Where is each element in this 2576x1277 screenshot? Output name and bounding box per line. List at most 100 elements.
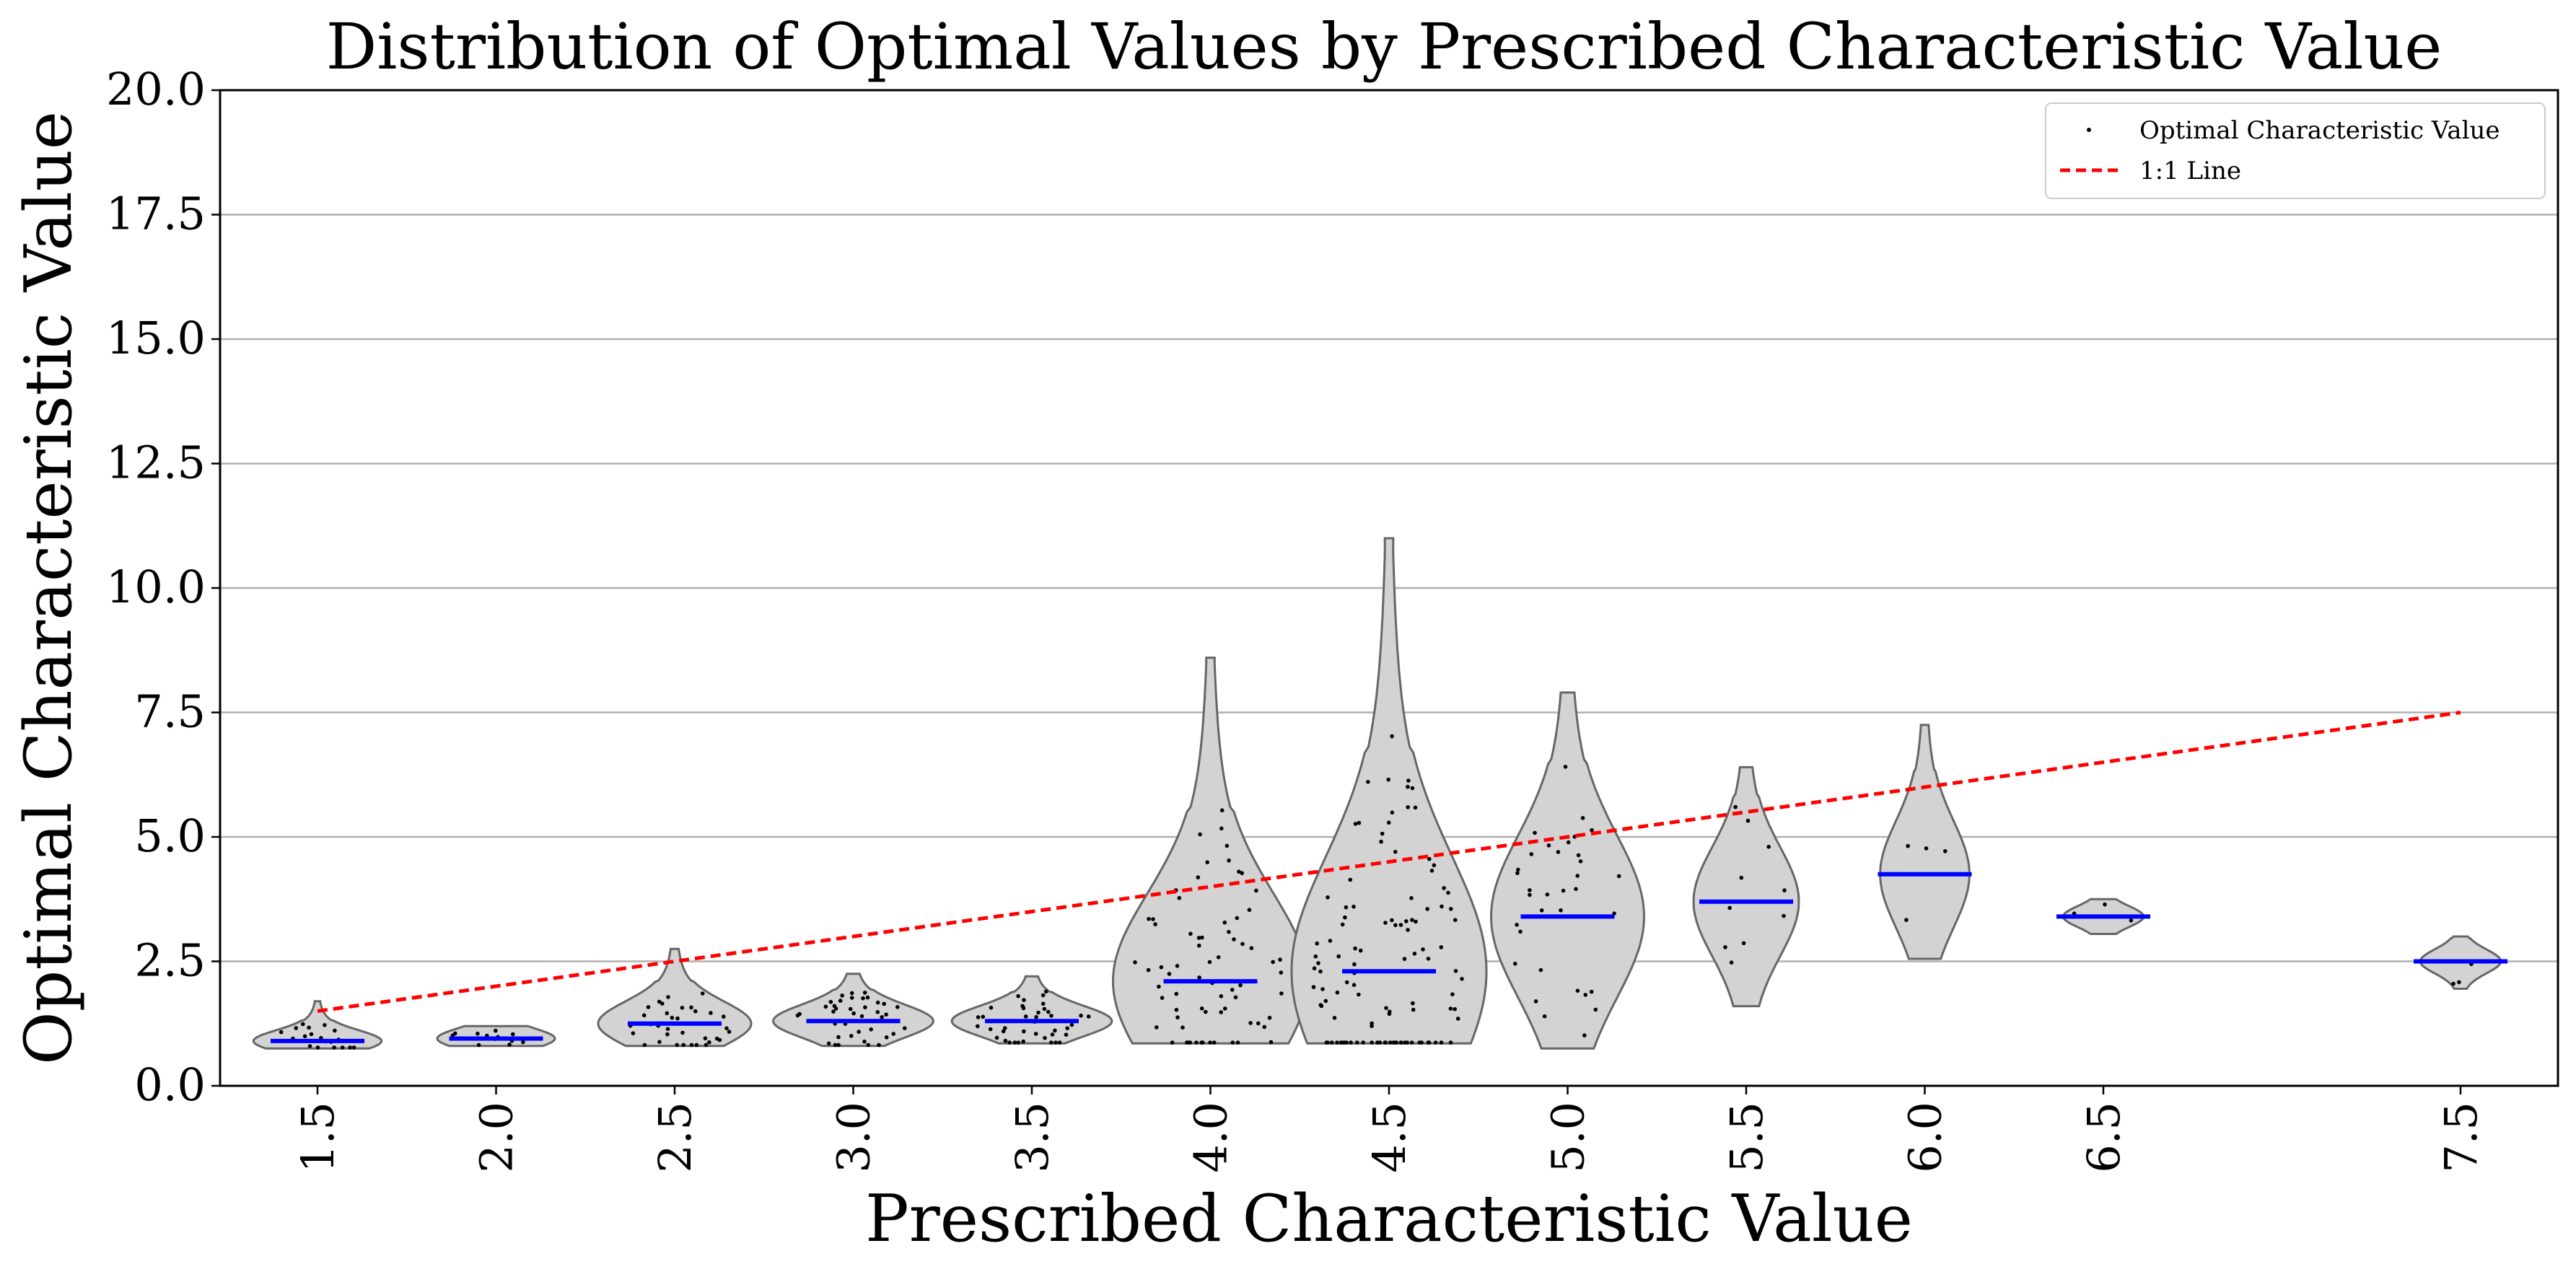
data-point bbox=[1410, 918, 1414, 922]
data-point bbox=[1333, 1016, 1337, 1020]
data-point bbox=[1782, 914, 1786, 918]
data-point bbox=[2457, 980, 2461, 985]
data-point bbox=[1013, 1040, 1017, 1045]
data-point bbox=[665, 1011, 670, 1016]
legend: Optimal Characteristic Value 1:1 Line bbox=[2046, 103, 2545, 198]
data-point bbox=[1453, 918, 1458, 922]
y-tick-label: 12.5 bbox=[106, 436, 206, 489]
data-point bbox=[1559, 908, 1563, 913]
data-point bbox=[1575, 874, 1580, 878]
data-point bbox=[701, 991, 705, 996]
data-point bbox=[1248, 908, 1252, 912]
data-point bbox=[1515, 923, 1519, 927]
data-point bbox=[995, 1036, 999, 1040]
data-point bbox=[1904, 918, 1909, 922]
data-point bbox=[840, 993, 844, 998]
data-point bbox=[1024, 1014, 1028, 1019]
data-point bbox=[1087, 1014, 1091, 1019]
data-point bbox=[1319, 1003, 1323, 1007]
data-point bbox=[1740, 876, 1744, 880]
data-point bbox=[1263, 1025, 1267, 1030]
data-point bbox=[682, 1043, 686, 1048]
data-point bbox=[1007, 1040, 1012, 1045]
data-point bbox=[1167, 972, 1172, 976]
data-point bbox=[1016, 994, 1020, 999]
violin-4.0 bbox=[1113, 658, 1308, 1044]
data-point bbox=[1064, 1032, 1069, 1037]
data-point bbox=[1070, 1023, 1074, 1027]
data-point bbox=[1336, 991, 1340, 995]
data-point bbox=[1231, 1040, 1235, 1045]
y-tick-label: 10.0 bbox=[106, 561, 206, 613]
data-point bbox=[1238, 983, 1243, 988]
data-point bbox=[1256, 1022, 1261, 1026]
data-point bbox=[1212, 1040, 1217, 1045]
x-tick-label: 2.0 bbox=[470, 1102, 523, 1173]
data-point bbox=[521, 1040, 525, 1045]
data-point bbox=[1051, 1032, 1055, 1037]
data-point bbox=[1227, 930, 1231, 934]
data-point bbox=[1041, 993, 1046, 998]
data-point bbox=[1175, 1015, 1180, 1019]
data-point bbox=[850, 996, 854, 1000]
x-tick-label: 6.5 bbox=[2077, 1102, 2130, 1173]
data-point bbox=[1185, 1040, 1189, 1045]
data-point bbox=[1220, 808, 1225, 812]
data-point bbox=[1421, 947, 1425, 952]
data-point bbox=[693, 1009, 698, 1014]
data-point bbox=[707, 1040, 711, 1045]
data-point bbox=[1315, 942, 1319, 946]
data-point bbox=[1344, 905, 1349, 910]
data-point bbox=[301, 1022, 305, 1027]
data-point bbox=[989, 1027, 993, 1032]
data-point bbox=[849, 1034, 854, 1038]
data-point bbox=[976, 1024, 980, 1029]
data-point bbox=[1197, 936, 1201, 940]
data-point bbox=[631, 1031, 636, 1035]
data-point bbox=[1053, 1029, 1057, 1033]
data-point bbox=[323, 1023, 327, 1027]
data-point bbox=[1180, 1025, 1185, 1030]
data-point bbox=[689, 1006, 693, 1010]
data-point bbox=[1200, 1006, 1204, 1011]
data-point bbox=[670, 1016, 675, 1020]
data-point bbox=[1160, 965, 1164, 970]
data-point bbox=[1546, 892, 1550, 897]
data-point bbox=[1343, 916, 1347, 920]
data-point bbox=[1175, 964, 1180, 968]
data-point bbox=[863, 1005, 867, 1009]
data-point bbox=[1539, 968, 1543, 973]
data-point bbox=[1046, 1010, 1051, 1014]
data-point bbox=[1399, 1040, 1403, 1045]
data-point bbox=[1388, 1040, 1393, 1045]
data-point bbox=[1414, 920, 1418, 924]
data-point bbox=[1232, 937, 1236, 942]
data-point bbox=[1352, 983, 1357, 987]
data-point bbox=[1393, 923, 1398, 928]
data-point bbox=[704, 1036, 708, 1040]
data-point bbox=[1375, 1040, 1380, 1045]
data-point bbox=[1208, 960, 1212, 965]
y-tick-label: 15.0 bbox=[106, 312, 206, 364]
data-point bbox=[1043, 1036, 1047, 1040]
data-point bbox=[1205, 860, 1209, 864]
data-point bbox=[722, 1014, 726, 1019]
data-point bbox=[1434, 1040, 1438, 1045]
data-point bbox=[862, 1040, 867, 1044]
data-point bbox=[833, 1043, 838, 1048]
data-point bbox=[1223, 921, 1227, 925]
x-tick-label: 6.0 bbox=[1899, 1102, 1952, 1173]
data-point bbox=[1547, 843, 1551, 848]
legend-label-line: 1:1 Line bbox=[2139, 157, 2241, 185]
data-point bbox=[850, 991, 854, 996]
data-point bbox=[1351, 905, 1356, 909]
data-point bbox=[1403, 1040, 1407, 1045]
data-point bbox=[279, 1030, 284, 1035]
data-point bbox=[2451, 982, 2455, 986]
data-point bbox=[1924, 846, 1929, 851]
data-point bbox=[824, 1005, 828, 1009]
data-point bbox=[827, 1042, 831, 1046]
data-point bbox=[1460, 977, 1464, 981]
y-tick-label: 0.0 bbox=[134, 1058, 206, 1111]
data-point bbox=[1582, 1033, 1587, 1037]
